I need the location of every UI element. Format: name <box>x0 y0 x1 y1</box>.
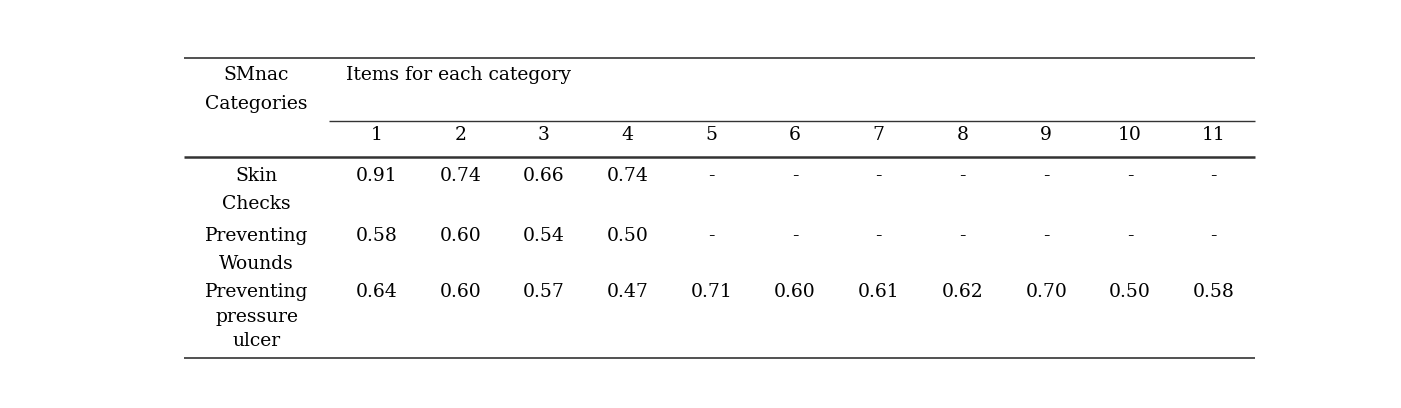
Text: 8: 8 <box>957 126 968 144</box>
Text: -: - <box>876 167 883 185</box>
Text: 4: 4 <box>622 126 633 144</box>
Text: -: - <box>960 226 965 245</box>
Text: 3: 3 <box>538 126 551 144</box>
Text: 0.60: 0.60 <box>440 283 481 301</box>
Text: -: - <box>1210 167 1217 185</box>
Text: -: - <box>792 167 799 185</box>
Text: ulcer: ulcer <box>233 332 280 350</box>
Text: 0.50: 0.50 <box>607 226 649 245</box>
Text: 7: 7 <box>873 126 885 144</box>
Text: 10: 10 <box>1118 126 1142 144</box>
Text: 0.54: 0.54 <box>523 226 565 245</box>
Text: 11: 11 <box>1202 126 1226 144</box>
Text: Items for each category: Items for each category <box>346 67 570 84</box>
Text: 0.47: 0.47 <box>607 283 649 301</box>
Text: Preventing: Preventing <box>205 226 308 245</box>
Text: 5: 5 <box>705 126 717 144</box>
Text: -: - <box>708 226 715 245</box>
Text: -: - <box>1042 167 1049 185</box>
Text: SMnac: SMnac <box>224 67 289 84</box>
Text: 6: 6 <box>789 126 801 144</box>
Text: 0.71: 0.71 <box>691 283 733 301</box>
Text: 0.62: 0.62 <box>941 283 984 301</box>
Text: 0.58: 0.58 <box>356 226 398 245</box>
Text: pressure: pressure <box>216 308 298 326</box>
Text: -: - <box>792 226 799 245</box>
Text: 0.91: 0.91 <box>356 167 398 185</box>
Text: -: - <box>1042 226 1049 245</box>
Text: 0.50: 0.50 <box>1110 283 1150 301</box>
Text: 0.61: 0.61 <box>857 283 899 301</box>
Text: 1: 1 <box>371 126 382 144</box>
Text: 9: 9 <box>1041 126 1052 144</box>
Text: 2: 2 <box>454 126 467 144</box>
Text: Categories: Categories <box>206 95 308 113</box>
Text: -: - <box>1126 226 1133 245</box>
Text: 0.58: 0.58 <box>1192 283 1234 301</box>
Text: 0.70: 0.70 <box>1026 283 1068 301</box>
Text: 0.60: 0.60 <box>775 283 815 301</box>
Text: -: - <box>708 167 715 185</box>
Text: -: - <box>1126 167 1133 185</box>
Text: 0.74: 0.74 <box>440 167 481 185</box>
Text: -: - <box>876 226 883 245</box>
Text: Preventing: Preventing <box>205 283 308 301</box>
Text: -: - <box>960 167 965 185</box>
Text: -: - <box>1210 226 1217 245</box>
Text: Wounds: Wounds <box>219 255 294 273</box>
Text: 0.64: 0.64 <box>356 283 398 301</box>
Text: Skin: Skin <box>235 167 277 185</box>
Text: Checks: Checks <box>223 195 291 213</box>
Text: 0.74: 0.74 <box>607 167 649 185</box>
Text: 0.66: 0.66 <box>523 167 565 185</box>
Text: 0.57: 0.57 <box>523 283 565 301</box>
Text: 0.60: 0.60 <box>440 226 481 245</box>
